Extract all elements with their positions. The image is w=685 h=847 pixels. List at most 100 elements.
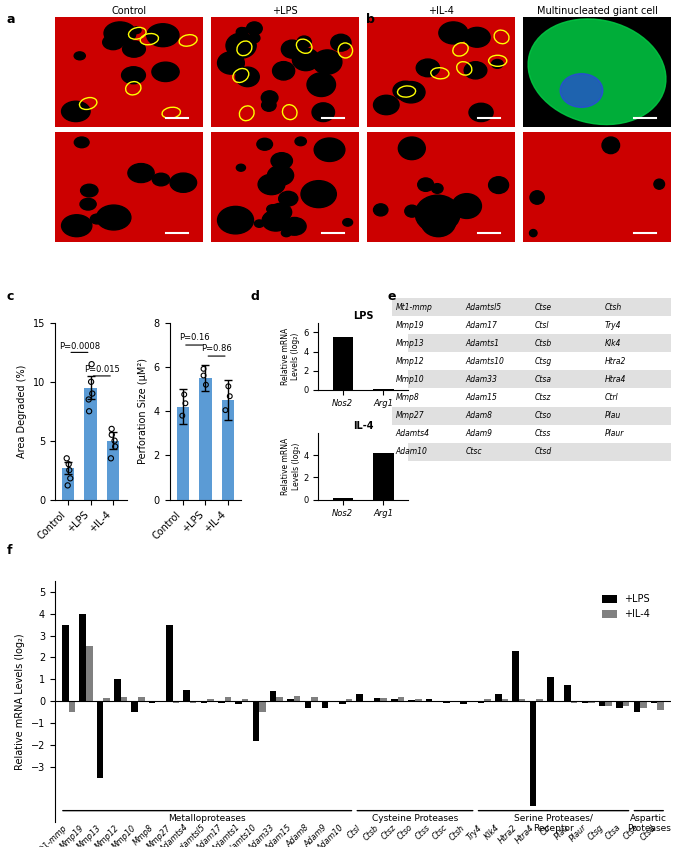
Point	[61, 451, 72, 465]
Bar	[658, 701, 664, 710]
Point	[106, 422, 117, 435]
Y-axis label: Perforation Size (μM²): Perforation Size (μM²)	[138, 358, 148, 464]
Bar	[623, 701, 630, 706]
Circle shape	[313, 50, 342, 75]
Text: Ctrl: Ctrl	[605, 393, 619, 402]
Text: Adamtsl5: Adamtsl5	[465, 302, 501, 312]
Point	[201, 378, 212, 391]
Circle shape	[258, 174, 285, 195]
Circle shape	[226, 33, 256, 58]
Bar	[460, 701, 467, 705]
Circle shape	[373, 204, 388, 216]
Circle shape	[452, 194, 482, 219]
Bar	[155, 701, 162, 702]
Circle shape	[236, 164, 245, 171]
Circle shape	[307, 73, 336, 97]
Bar	[398, 697, 404, 701]
Bar	[519, 699, 525, 701]
Text: e: e	[387, 290, 395, 302]
Title: IL-4: IL-4	[353, 421, 373, 431]
Bar	[259, 701, 266, 712]
Text: Laminin Actin DAPI: Laminin Actin DAPI	[3, 35, 10, 101]
Circle shape	[62, 102, 90, 122]
Circle shape	[492, 59, 503, 69]
Bar	[253, 701, 259, 740]
Bar	[225, 697, 231, 701]
Text: Try4: Try4	[605, 321, 621, 329]
Bar	[322, 701, 328, 708]
Circle shape	[292, 48, 319, 70]
Bar	[311, 697, 318, 701]
Text: Ctsa: Ctsa	[535, 375, 552, 384]
Point	[105, 451, 116, 465]
Bar	[277, 697, 283, 701]
Circle shape	[261, 91, 278, 105]
Title: Multinucleated giant cell: Multinucleated giant cell	[536, 6, 658, 16]
Text: Mmp12: Mmp12	[395, 357, 424, 366]
Circle shape	[273, 62, 295, 80]
Circle shape	[271, 152, 292, 169]
Circle shape	[393, 81, 418, 100]
Text: Adam10: Adam10	[395, 447, 427, 457]
Text: Mt1-mmp: Mt1-mmp	[395, 302, 432, 312]
Circle shape	[530, 191, 544, 204]
Circle shape	[267, 165, 294, 185]
Y-axis label: Relative mRNA
Levels (log₂): Relative mRNA Levels (log₂)	[281, 328, 301, 385]
Text: P=0.86: P=0.86	[201, 344, 232, 352]
Text: Mmp19: Mmp19	[395, 321, 424, 329]
Bar	[373, 453, 394, 500]
Circle shape	[530, 230, 537, 236]
Text: Mmp8: Mmp8	[395, 393, 419, 402]
Bar	[199, 378, 212, 500]
Bar	[495, 694, 501, 701]
Text: Adam15: Adam15	[465, 393, 497, 402]
Y-axis label: Relative mRNA Levels (log₂): Relative mRNA Levels (log₂)	[15, 633, 25, 770]
Bar	[235, 701, 242, 705]
Text: Ctso: Ctso	[535, 411, 552, 420]
Bar	[408, 700, 415, 701]
Circle shape	[266, 205, 278, 213]
Circle shape	[464, 62, 487, 79]
Circle shape	[218, 207, 253, 234]
Circle shape	[257, 138, 273, 150]
Text: Ctss: Ctss	[535, 429, 551, 438]
Bar	[634, 701, 640, 712]
Circle shape	[418, 178, 434, 191]
Point	[83, 393, 94, 407]
Text: Ctsg: Ctsg	[535, 357, 552, 366]
Bar	[177, 407, 189, 500]
Title: +IL-4: +IL-4	[428, 6, 454, 16]
Bar	[68, 701, 75, 712]
Circle shape	[170, 173, 197, 192]
Bar	[588, 701, 595, 703]
Circle shape	[602, 137, 619, 153]
Bar	[166, 624, 173, 701]
Text: Mmp13: Mmp13	[395, 339, 424, 348]
Circle shape	[218, 52, 245, 75]
Text: Plaur: Plaur	[605, 429, 624, 438]
Text: Htra2: Htra2	[605, 357, 626, 366]
Text: Ctsl: Ctsl	[535, 321, 549, 329]
Text: Ctsh: Ctsh	[605, 302, 622, 312]
Title: +LPS: +LPS	[272, 6, 298, 16]
Circle shape	[236, 67, 260, 86]
Text: P=0.015: P=0.015	[84, 365, 120, 374]
Bar	[616, 701, 623, 708]
Title: Control: Control	[112, 6, 147, 16]
Circle shape	[654, 179, 664, 189]
Text: Metalloproteases: Metalloproteases	[169, 814, 246, 823]
Bar	[339, 701, 346, 705]
Bar	[380, 698, 387, 701]
Circle shape	[80, 198, 96, 210]
Circle shape	[103, 35, 123, 50]
Bar	[62, 468, 75, 500]
Text: Htra4: Htra4	[605, 375, 626, 384]
Y-axis label: Area Degraded (%): Area Degraded (%)	[17, 364, 27, 458]
Circle shape	[247, 22, 262, 35]
Ellipse shape	[528, 19, 666, 125]
Bar	[184, 690, 190, 701]
Point	[62, 479, 73, 492]
Circle shape	[283, 218, 306, 235]
Text: Mmp27: Mmp27	[395, 411, 424, 420]
Circle shape	[312, 102, 334, 122]
